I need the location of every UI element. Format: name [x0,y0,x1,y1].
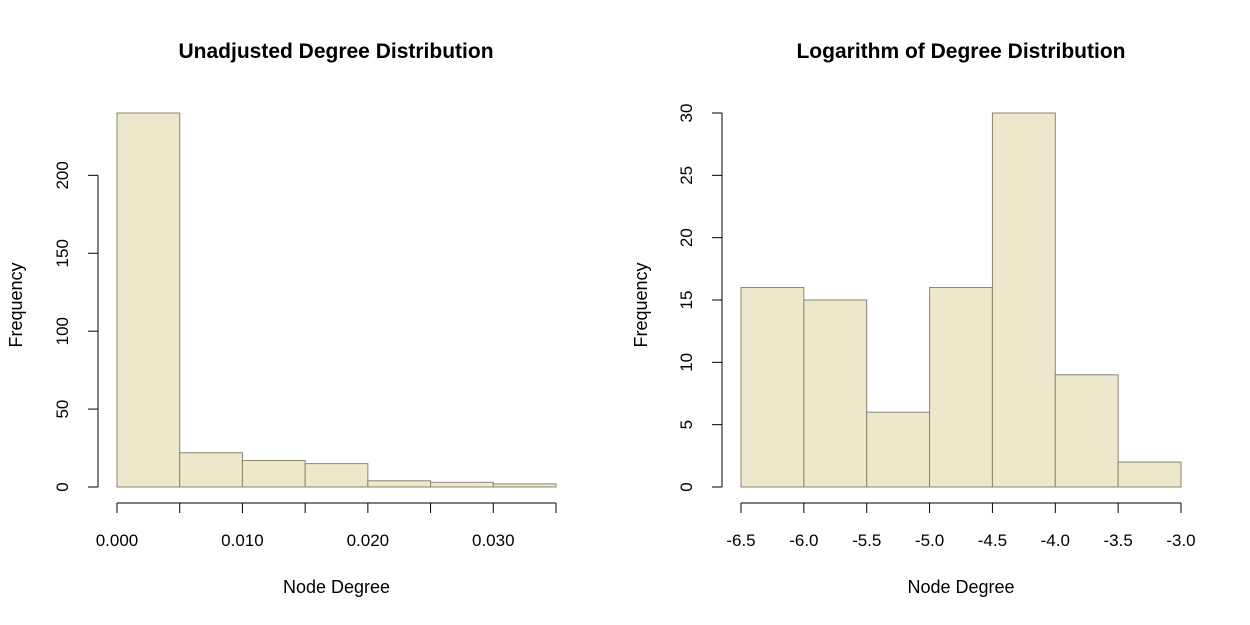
x-axis-label: Node Degree [283,577,390,597]
histogram-bar [179,452,243,488]
x-tick-label: 0.020 [347,531,390,550]
y-tick-label: 20 [677,228,696,247]
histogram-bar [929,287,993,488]
y-axis-label: Frequency [6,262,26,347]
histogram-bar [304,463,369,488]
histogram-bar [430,481,494,488]
chart-title: Logarithm of Degree Distribution [796,40,1125,63]
histogram-log-degree: Logarithm of Degree Distribution -6.5 -6.0… [631,40,1196,597]
x-tick-label: -4.0 [1041,531,1070,550]
x-tick-label: 0.030 [472,531,515,550]
histogram-bar [116,112,181,488]
x-tick-label: -6.5 [726,531,755,550]
x-tick-label: 0.010 [221,531,264,550]
y-tick-label: 200 [53,161,72,189]
histogram-bar [367,480,432,488]
y-tick-label: 10 [677,353,696,372]
y-tick-label: 100 [53,317,72,345]
histogram-bar [492,483,557,488]
x-tick-label: -5.5 [852,531,881,550]
histogram-bar [740,287,805,488]
histogram-bar [866,411,931,488]
histogram-bar [991,112,1056,488]
y-tick-label: 0 [677,482,696,491]
y-tick-label: 15 [677,291,696,310]
y-tick-label: 150 [53,239,72,267]
y-tick-label: 5 [677,420,696,429]
histogram-unadjusted-degree: Unadjusted Degree Distribution 0.000 0.010… [6,40,557,597]
x-tick-label: -3.5 [1103,531,1132,550]
y-tick-label: 30 [677,104,696,123]
x-axis-label: Node Degree [907,577,1014,597]
histogram-bar [1117,461,1182,488]
chart-title: Unadjusted Degree Distribution [178,40,493,63]
y-tick-label: 25 [677,166,696,185]
histogram-bar [1054,374,1119,488]
histogram-bar [803,299,868,488]
histogram-bar [241,460,306,488]
x-tick-label: -5.0 [915,531,944,550]
y-tick-label: 0 [53,482,72,491]
x-tick-label: -6.0 [789,531,818,550]
y-tick-label: 50 [53,400,72,419]
x-tick-label: -3.0 [1166,531,1195,550]
x-tick-label: -4.5 [978,531,1007,550]
x-tick-label: 0.000 [96,531,139,550]
y-axis-label: Frequency [631,262,651,347]
